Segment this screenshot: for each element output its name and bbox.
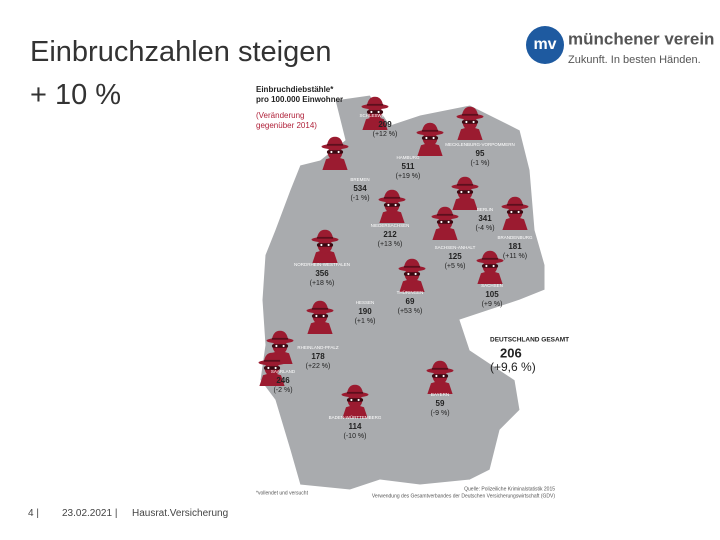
region-name: BREMEN	[350, 177, 369, 182]
topic: Hausrat.Versicherung	[132, 508, 229, 519]
region-name: NORDRHEIN-WESTFALEN	[294, 262, 350, 267]
region-name: HAMBURG	[396, 155, 420, 160]
germany-map	[259, 94, 546, 491]
region-change: (+22 %)	[306, 363, 331, 370]
region-change: (-1 %)	[470, 160, 489, 167]
region-name: RHEINLAND-PFALZ	[297, 345, 339, 350]
footnote: *vollendet und versucht	[256, 490, 309, 496]
region-value: 59	[436, 399, 445, 408]
region-change: (+1 %)	[355, 318, 376, 325]
region-change: (+19 %)	[396, 173, 421, 180]
map-heading: Einbruchdiebstähle*	[256, 85, 334, 94]
region-change: (-10 %)	[344, 433, 367, 440]
title-line: Einbruchzahlen steigen	[30, 36, 332, 68]
map-heading: pro 100.000 Einwohner	[256, 95, 343, 104]
region-change: (-1 %)	[350, 195, 369, 202]
region-change: (+11 %)	[503, 253, 527, 260]
region-value: 190	[358, 307, 372, 316]
regions: SCHLESWIG-HOLSTEIN 209 (+12 %) MECKLENBURG-…	[258, 96, 533, 440]
date: 23.02.2021 |	[62, 508, 118, 519]
region-change: (+9 %)	[482, 301, 503, 308]
region-name: SAARLAND	[271, 369, 296, 374]
region-name: SACHSEN-ANHALT	[435, 245, 476, 250]
region-change: (+13 %)	[378, 241, 403, 248]
region-name: NIEDERSACHSEN	[371, 223, 410, 228]
region-value: 181	[508, 242, 522, 251]
region-change: (-2 %)	[273, 387, 292, 394]
region-value: 69	[406, 297, 415, 306]
source: Verwendung des Gesamtverbandes der Deuts…	[372, 493, 555, 499]
region-name: BADEN-WÜRTTEMBERG	[329, 414, 382, 420]
region-value: 209	[378, 120, 392, 129]
logo-mark: mv	[533, 36, 556, 53]
region-change: (+5 %)	[445, 263, 466, 270]
region-change: (+18 %)	[310, 280, 335, 287]
region-change: (+53 %)	[398, 308, 423, 315]
region-value: 341	[478, 214, 492, 223]
region-value: 125	[448, 252, 462, 261]
region-value: 534	[353, 184, 367, 193]
page-number: 4 |	[28, 508, 39, 519]
map-note: (Veränderung	[256, 111, 304, 120]
logo-slogan: Zukunft. In besten Händen.	[568, 54, 701, 66]
region-name: SCHLESWIG-HOLSTEIN	[359, 113, 410, 118]
region-value: 105	[485, 290, 499, 299]
region-value: 114	[349, 422, 362, 431]
region-name: MECKLENBURG-VORPOMMERN	[445, 142, 515, 147]
region-change: (-9 %)	[430, 410, 449, 417]
region-name: HESSEN	[356, 300, 375, 305]
region-value: 246	[276, 376, 290, 385]
region-name: BERLIN	[477, 207, 493, 212]
region-name: BAYERN	[431, 392, 449, 397]
region-name: SACHSEN	[481, 283, 503, 288]
region-value: 511	[402, 162, 415, 171]
title-line: + 10 %	[30, 79, 122, 111]
region-value: 178	[311, 352, 325, 361]
source: Quelle: Polizeiliche Kriminalstatistik 2…	[464, 486, 555, 492]
logo-circle	[526, 26, 564, 64]
region-change: (+12 %)	[373, 131, 398, 138]
map-note: gegenüber 2014)	[256, 121, 317, 130]
total-value: 206	[500, 345, 522, 360]
region-value: 212	[383, 230, 397, 239]
region-value: 95	[476, 149, 485, 158]
region-value: 356	[315, 269, 329, 278]
logo-name: münchener verein	[568, 29, 714, 48]
region-name: THÜRINGEN	[397, 289, 424, 295]
logo: mv münchener verein Zukunft. In besten H…	[526, 26, 714, 66]
total-name: DEUTSCHLAND GESAMT	[490, 337, 569, 344]
region-change: (-4 %)	[475, 225, 494, 232]
total-change: (+9,6 %)	[490, 360, 536, 374]
region-name: BRANDENBURG	[497, 235, 533, 240]
